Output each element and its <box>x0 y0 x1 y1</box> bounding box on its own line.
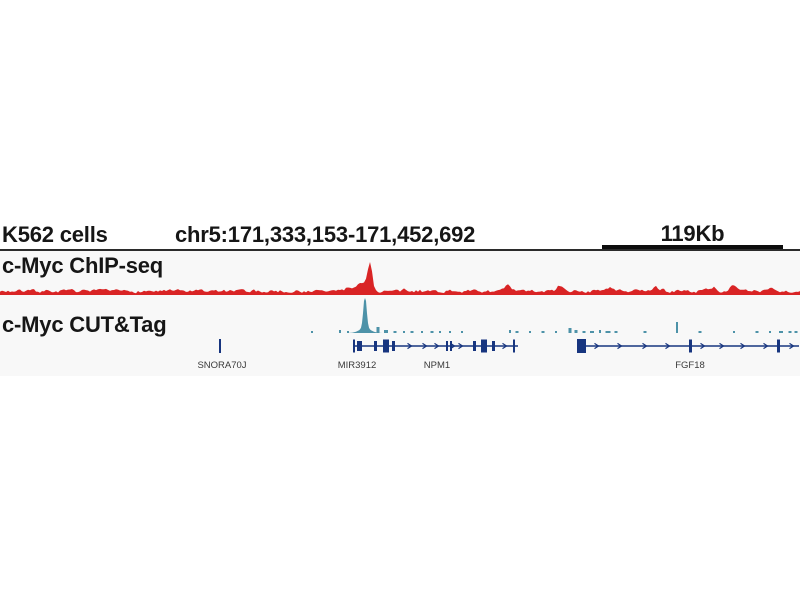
gene-exon <box>357 341 362 351</box>
cuttag-signal-blip <box>461 331 463 333</box>
cuttag-signal-blip <box>788 331 792 333</box>
track-label-cuttag: c-Myc CUT&Tag <box>2 312 167 337</box>
gene-exon <box>777 339 780 353</box>
cuttag-signal-blip <box>384 330 388 333</box>
cuttag-signal-blip <box>582 331 586 333</box>
cuttag-signal-blip <box>590 331 594 333</box>
cuttag-signal-blip <box>439 331 441 333</box>
strand-arrow-icon <box>719 342 725 350</box>
gene-exon <box>383 339 389 353</box>
cell-line-label: K562 cells <box>2 222 108 247</box>
strand-arrow-icon <box>422 342 428 350</box>
cuttag-signal-blip <box>599 330 601 333</box>
gene-exon <box>689 339 692 353</box>
cuttag-signal-blip <box>555 331 557 333</box>
cuttag-peak-area <box>330 298 400 333</box>
cuttag-signal-blip <box>574 330 578 333</box>
strand-arrow-icon <box>763 342 769 350</box>
gene-label: NPM1 <box>424 360 450 371</box>
cuttag-signal-blip <box>449 331 451 333</box>
cuttag-signal-blip <box>430 331 434 333</box>
cuttag-signal-blip <box>515 331 519 333</box>
gene-annotation-track: SNORA70J MIR3912 NPM1 FGF18 <box>197 339 799 371</box>
strand-arrow-icon <box>407 342 413 350</box>
gene-exon <box>513 339 515 353</box>
strand-arrow-icon <box>700 342 706 350</box>
cuttag-signal-blip <box>541 331 545 333</box>
cuttag-signal-blip <box>733 331 735 333</box>
cuttag-signal-blip <box>779 331 783 333</box>
chipseq-signal-track <box>0 262 800 295</box>
cuttag-signal-blip <box>529 331 531 333</box>
strand-arrow-icon <box>502 342 508 350</box>
gene-exon <box>392 341 395 351</box>
strand-arrow-icon <box>642 342 648 350</box>
gene-exon <box>446 341 448 351</box>
cuttag-signal-blip <box>755 331 759 333</box>
cuttag-signal-blip <box>698 331 702 333</box>
strand-arrow-icon <box>617 342 623 350</box>
gene-exon <box>353 339 355 353</box>
strand-arrow-icon <box>665 342 671 350</box>
cuttag-signal-blip <box>614 331 618 333</box>
strand-arrow-icon <box>740 342 746 350</box>
cuttag-signal-blip <box>376 327 380 333</box>
chipseq-coverage-area <box>0 262 800 295</box>
scale-bar <box>602 245 783 249</box>
gene-exon <box>577 339 586 353</box>
strand-arrow-icon <box>789 342 795 350</box>
gene-label: MIR3912 <box>338 360 377 371</box>
gene-exon <box>473 341 476 351</box>
gene-exon <box>492 341 495 351</box>
strand-arrow-icon <box>434 342 440 350</box>
cuttag-signal-blip <box>403 331 405 333</box>
cuttag-signal-blip <box>393 331 397 333</box>
gene-exon <box>450 341 452 351</box>
header-divider <box>0 249 800 251</box>
cuttag-signal-blip <box>794 331 798 333</box>
cuttag-signal-blip <box>676 322 678 333</box>
cuttag-signal-blip <box>605 331 611 333</box>
cuttag-signal-blip <box>643 331 647 333</box>
strand-arrow-icon <box>450 342 456 350</box>
gene-exon <box>374 341 377 351</box>
cuttag-signal-blip <box>509 330 511 333</box>
cuttag-signal-track <box>311 298 798 333</box>
strand-arrow-icon <box>594 342 600 350</box>
gene-exon <box>481 339 487 353</box>
gene-label: FGF18 <box>675 360 705 371</box>
gene-label: SNORA70J <box>197 360 246 371</box>
gene-tick-snora70j <box>219 339 221 353</box>
track-label-chipseq: c-Myc ChIP-seq <box>2 253 164 278</box>
cuttag-signal-blip <box>421 331 423 333</box>
tracks-panel: c-Myc ChIP-seq c-Myc CUT&Tag SNORA70J MIR… <box>0 251 800 376</box>
cuttag-signal-blip <box>347 331 349 333</box>
cuttag-signal-blip <box>769 331 771 333</box>
cuttag-signal-blip <box>339 330 341 333</box>
cuttag-signal-blip <box>311 331 313 333</box>
strand-arrow-icon <box>458 342 464 350</box>
cuttag-signal-blip <box>568 328 572 333</box>
locus-label: chr5:171,333,153-171,452,692 <box>175 222 476 247</box>
scale-label: 119Kb <box>660 221 725 246</box>
cuttag-signal-blip <box>410 331 414 333</box>
